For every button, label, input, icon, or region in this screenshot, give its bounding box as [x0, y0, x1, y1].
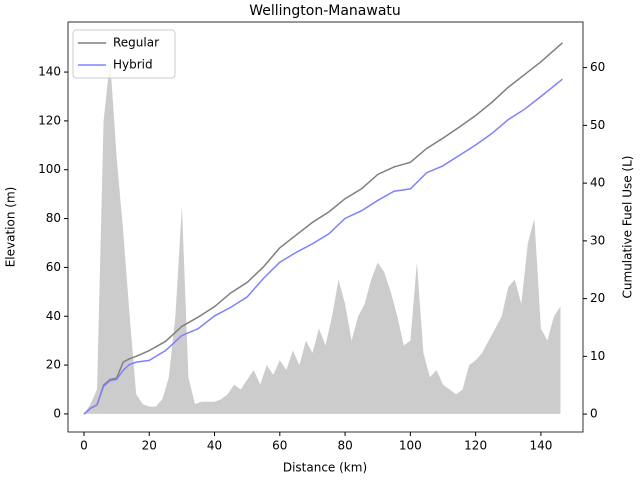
y-tick-label: 140	[38, 65, 61, 79]
y-axis-label: Elevation (m)	[4, 187, 18, 268]
x-tick-label: 80	[337, 439, 352, 453]
y2-tick-label: 40	[590, 176, 605, 190]
fuel-line	[83, 78, 563, 415]
y-tick-label: 0	[53, 406, 61, 420]
y-tick-label: 40	[46, 309, 61, 323]
y-tick-label: 20	[46, 358, 61, 372]
y2-axis-label: Cumulative Fuel Use (L)	[621, 156, 635, 299]
chart-title: Wellington-Manawatu	[249, 3, 401, 19]
y2-tick-label: 20	[590, 291, 605, 305]
x-tick-label: 0	[80, 439, 88, 453]
y-tick-label: 100	[38, 162, 61, 176]
x-tick-label: 60	[272, 439, 287, 453]
fuel-line	[83, 42, 563, 415]
y2-tick-label: 50	[590, 118, 605, 132]
y2-tick-label: 10	[590, 349, 605, 363]
y2-tick-label: 0	[590, 407, 598, 421]
elevation-area	[83, 59, 561, 414]
y2-tick-label: 60	[590, 60, 605, 74]
x-tick-label: 20	[142, 439, 157, 453]
x-axis-label: Distance (km)	[283, 461, 367, 475]
plot-frame	[67, 21, 584, 433]
y-tick-label: 80	[46, 211, 61, 225]
legend-box	[72, 29, 176, 79]
legend-label: Regular	[113, 36, 159, 50]
x-tick-label: 120	[464, 439, 487, 453]
x-tick-label: 40	[207, 439, 222, 453]
x-tick-label: 100	[399, 439, 422, 453]
x-tick-label: 140	[529, 439, 552, 453]
y-tick-label: 60	[46, 260, 61, 274]
y-tick-label: 120	[38, 113, 61, 127]
legend-label: Hybrid	[113, 58, 153, 72]
y2-tick-label: 30	[590, 233, 605, 247]
